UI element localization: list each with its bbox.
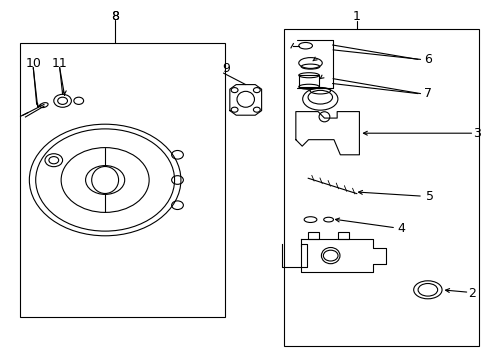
Text: 5: 5 bbox=[426, 190, 433, 203]
Bar bbox=[298, 75, 319, 87]
Text: 7: 7 bbox=[423, 87, 431, 100]
Text: 8: 8 bbox=[111, 10, 119, 23]
Text: 3: 3 bbox=[472, 127, 480, 140]
Bar bbox=[20, 43, 224, 317]
Text: 2: 2 bbox=[467, 287, 475, 300]
Text: 8: 8 bbox=[111, 10, 119, 23]
Text: 6: 6 bbox=[423, 53, 431, 66]
Text: 1: 1 bbox=[352, 10, 360, 23]
Text: 11: 11 bbox=[52, 57, 67, 69]
Text: 10: 10 bbox=[25, 57, 41, 69]
Bar bbox=[337, 232, 348, 239]
Bar bbox=[283, 29, 478, 346]
Text: 9: 9 bbox=[222, 62, 229, 75]
Bar bbox=[307, 232, 319, 239]
Text: 4: 4 bbox=[396, 222, 404, 235]
